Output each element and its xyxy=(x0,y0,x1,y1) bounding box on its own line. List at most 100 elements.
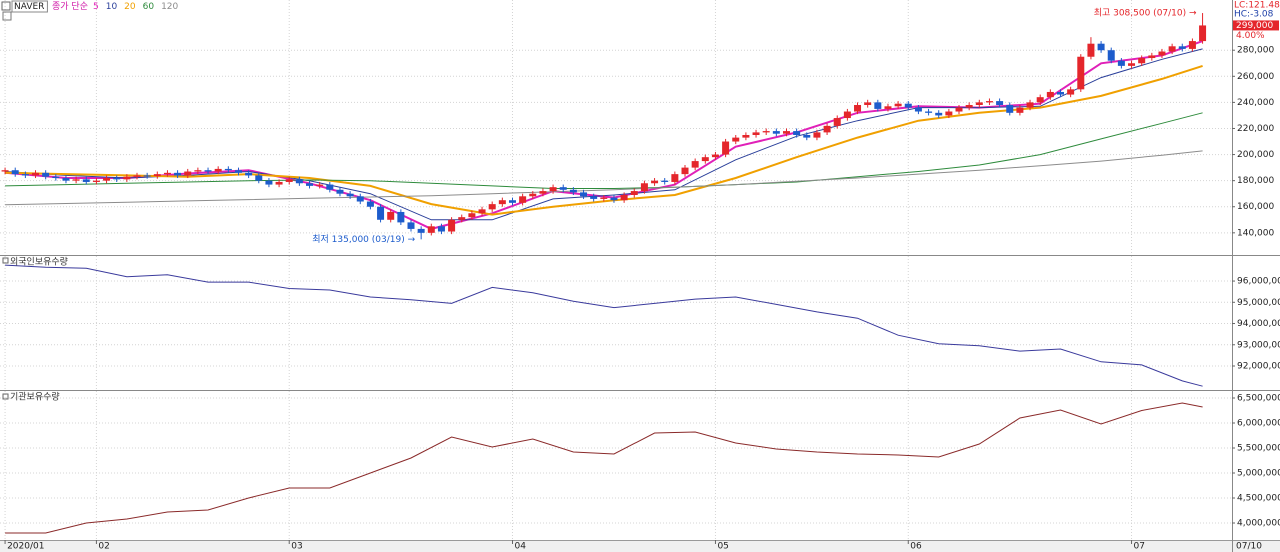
candle-body xyxy=(224,168,232,171)
candle-body xyxy=(671,174,679,182)
plot-area xyxy=(0,0,1232,540)
candle-body xyxy=(316,184,324,186)
candle-body xyxy=(377,206,385,220)
candle-body xyxy=(1077,56,1085,90)
x-tick-label: 04 xyxy=(514,542,526,552)
candle-body xyxy=(407,222,415,229)
candle-body xyxy=(1138,58,1146,64)
candle-body xyxy=(1107,50,1115,61)
candle-body xyxy=(113,178,121,180)
candle-body xyxy=(184,171,192,176)
candle-body xyxy=(894,103,902,107)
candle-body xyxy=(52,176,60,179)
candle-body xyxy=(397,211,405,223)
candle-body xyxy=(772,131,780,134)
chart-title: NAVER xyxy=(14,2,44,12)
candle-body xyxy=(813,132,821,138)
candle-body xyxy=(488,204,496,210)
candle-body xyxy=(417,228,425,233)
legend-entry: 5 xyxy=(93,2,99,12)
lc-label: LC:121.48 xyxy=(1234,1,1280,11)
candle-body xyxy=(620,195,628,201)
candle-body xyxy=(82,179,90,182)
y-tick-label: 260,000 xyxy=(1237,72,1274,82)
candle-body xyxy=(285,179,293,182)
y-tick-label: 160,000 xyxy=(1237,202,1274,212)
candle-body xyxy=(234,170,242,173)
legend-entry: 20 xyxy=(124,2,136,12)
candle-body xyxy=(854,105,862,112)
candle-body xyxy=(833,118,841,126)
y-tick-label: 280,000 xyxy=(1237,46,1274,56)
candle-body xyxy=(1006,105,1014,113)
candle-body xyxy=(935,112,943,116)
candle-body xyxy=(346,193,354,197)
candle-body xyxy=(1199,25,1207,42)
candle-body xyxy=(843,111,851,119)
x-tick-label: 05 xyxy=(717,542,728,552)
candle-body xyxy=(580,192,588,197)
candle-body xyxy=(478,209,486,214)
x-tick-label: 02 xyxy=(98,542,109,552)
x-tick-label: 03 xyxy=(291,542,302,552)
grid-icon[interactable] xyxy=(2,11,12,21)
candle-body xyxy=(72,179,80,181)
candle-body xyxy=(904,103,912,108)
candle-body xyxy=(661,180,669,182)
candle-body xyxy=(1178,46,1186,49)
legend-entry: 10 xyxy=(106,2,118,12)
candle-body xyxy=(782,131,790,134)
panel-icon xyxy=(2,257,9,264)
candle-body xyxy=(681,167,689,175)
candle-body xyxy=(945,111,953,116)
candle-body xyxy=(823,125,831,133)
candle-body xyxy=(722,141,730,155)
candle-body xyxy=(1067,89,1075,95)
candle-body xyxy=(1158,51,1166,56)
candle-body xyxy=(366,201,374,207)
candle-body xyxy=(11,170,19,175)
candle-body xyxy=(762,131,770,133)
low-annotation: 최저 135,000 (03/19) → xyxy=(312,234,415,245)
candle-body xyxy=(123,176,131,180)
candle-body xyxy=(925,111,933,113)
candle-body xyxy=(590,196,598,199)
candle-body xyxy=(549,187,557,192)
candle-body xyxy=(610,197,618,201)
series-line xyxy=(5,402,1203,534)
candle-body xyxy=(336,189,344,194)
y-tick-label: 96,000,000 xyxy=(1237,277,1280,287)
x-axis-strip xyxy=(0,540,1280,552)
candle-body xyxy=(1148,55,1156,59)
candle-body xyxy=(955,107,963,112)
candle-body xyxy=(569,189,577,193)
y-tick-label: 95,000,000 xyxy=(1237,298,1280,308)
candle-body xyxy=(803,135,811,138)
candle-body xyxy=(1087,43,1095,57)
y-tick-label: 6,500,000 xyxy=(1237,394,1280,404)
current-price-box xyxy=(1233,20,1279,31)
candle-body xyxy=(92,180,100,182)
candle-body xyxy=(965,105,973,108)
candle-body xyxy=(630,191,638,195)
menu-icon[interactable] xyxy=(1,1,11,11)
candle-body xyxy=(914,107,922,112)
candle-body xyxy=(742,135,750,138)
candle-body xyxy=(985,101,993,103)
candle-body xyxy=(214,168,222,172)
y-tick-label: 240,000 xyxy=(1237,98,1274,108)
candle-body xyxy=(508,200,516,203)
candle-body xyxy=(448,219,456,232)
candle-body xyxy=(732,137,740,142)
candle-body xyxy=(1128,63,1136,66)
candle-body xyxy=(1,170,9,172)
candle-body xyxy=(691,161,699,168)
x-tick-label: 2020/01 xyxy=(7,542,44,552)
candle-body xyxy=(468,213,476,218)
candle-body xyxy=(437,226,445,232)
legend-entry: 60 xyxy=(143,2,155,12)
candle-body xyxy=(864,102,872,105)
